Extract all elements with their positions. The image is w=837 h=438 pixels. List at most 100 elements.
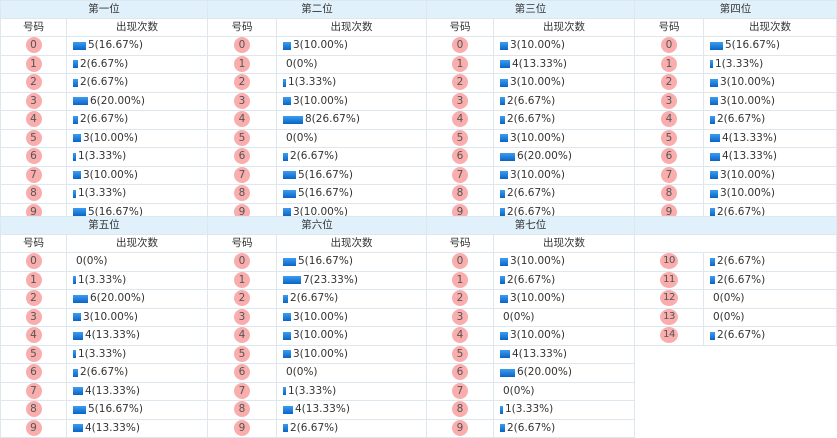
count-label: 2(6.67%): [80, 76, 129, 88]
count-label: 3(10.00%): [720, 76, 775, 88]
frequency-bar: [710, 97, 718, 105]
count-label: 2(6.67%): [717, 205, 766, 218]
number-ball: 3: [234, 92, 250, 109]
number-ball: 3: [452, 92, 468, 109]
number-ball: 2: [25, 290, 42, 307]
count-label: 0(0%): [503, 384, 535, 397]
count-label: 1(3.33%): [505, 403, 554, 415]
table-row: 8 2(6.67%): [426, 184, 635, 204]
number-ball: 9: [452, 419, 468, 436]
table-row: 8 5(16.67%): [0, 400, 208, 420]
frequency-bar: [710, 189, 718, 198]
table-row: 6 0(0%): [207, 363, 427, 383]
count-label: 1(3.33%): [78, 150, 127, 162]
table-row: 1 1(3.33%): [0, 270, 208, 290]
table-row: 6 1(3.33%): [0, 147, 208, 167]
table-row: 4 3(10.00%): [426, 326, 635, 346]
number-ball: 7: [234, 382, 250, 399]
count-label: 3(10.00%): [293, 205, 348, 218]
count-label: 0(0%): [286, 366, 318, 378]
frequency-bar: [500, 189, 505, 198]
number-column-header: 号码: [634, 18, 704, 37]
table-row: 3 2(6.67%): [426, 91, 635, 111]
frequency-bar: [710, 41, 723, 50]
number-ball: 2: [452, 74, 468, 91]
number-ball: 0: [234, 37, 250, 54]
frequency-bar: [73, 115, 78, 124]
frequency-bar: [500, 60, 510, 68]
count-column-header: 出现次数: [493, 18, 635, 37]
count-label: 3(10.00%): [510, 255, 565, 267]
number-ball: 2: [25, 74, 42, 91]
number-ball: 4: [234, 111, 250, 128]
table-row: 5 3(10.00%): [0, 128, 208, 148]
number-ball: 9: [25, 203, 42, 220]
number-ball: 1: [452, 271, 468, 288]
number-ball: 1: [234, 271, 250, 288]
number-ball: 6: [25, 148, 42, 165]
count-label: 3(10.00%): [293, 310, 348, 323]
table-row: 5 3(10.00%): [207, 344, 427, 364]
table-row: 7 3(10.00%): [426, 165, 635, 185]
frequency-bar: [283, 424, 288, 432]
frequency-bar: [283, 78, 286, 87]
count-label: 6(20.00%): [517, 150, 572, 162]
number-ball: 7: [452, 382, 468, 399]
number-ball: 5: [234, 129, 250, 146]
frequency-bar: [283, 350, 291, 358]
number-ball: 9: [661, 203, 677, 220]
number-ball: 3: [661, 92, 677, 109]
table-row: 2 2(6.67%): [0, 73, 208, 93]
frequency-bar: [283, 405, 293, 414]
count-label: 3(10.00%): [510, 292, 565, 304]
frequency-bar: [283, 331, 291, 340]
table-row: 7 5(16.67%): [207, 165, 427, 185]
table-row: 3 3(10.00%): [634, 91, 837, 111]
count-label: 0(0%): [76, 255, 108, 267]
position-table-8: 10 2(6.67%) 11 2(6.67%) 12 0(0%) 13 0(0%) 14 2(6.…: [634, 216, 837, 346]
count-column-header: 出现次数: [66, 234, 208, 253]
count-label: 2(6.67%): [507, 94, 556, 107]
number-ball: 2: [661, 74, 677, 91]
frequency-bar: [73, 97, 88, 105]
table-row: 5 4(13.33%): [426, 344, 635, 364]
number-ball: 12: [660, 290, 678, 307]
frequency-bar: [710, 152, 720, 161]
count-label: 4(13.33%): [85, 384, 140, 397]
count-label: 4(13.33%): [722, 150, 777, 162]
frequency-bar: [283, 171, 296, 179]
count-column-header: 出现次数: [493, 234, 635, 253]
frequency-bar: [73, 350, 76, 358]
count-label: 3(10.00%): [293, 94, 348, 107]
number-column-header: 号码: [0, 18, 67, 37]
position-title: [634, 216, 837, 235]
count-label: 4(13.33%): [295, 403, 350, 415]
number-ball: 11: [660, 271, 678, 288]
number-ball: 0: [452, 253, 468, 270]
frequency-bar: [500, 331, 508, 340]
number-ball: 3: [25, 308, 42, 325]
count-label: 3(10.00%): [293, 329, 348, 341]
frequency-bar: [710, 331, 715, 340]
table-row: 5 3(10.00%): [426, 128, 635, 148]
number-ball: 9: [25, 419, 42, 436]
number-ball: 8: [661, 185, 677, 202]
frequency-bar: [73, 189, 76, 198]
number-ball: 7: [661, 166, 677, 183]
frequency-bar: [283, 294, 288, 303]
table-row: 13 0(0%): [634, 307, 837, 327]
frequency-bar: [500, 405, 503, 414]
count-label: 4(13.33%): [512, 347, 567, 360]
count-label: 3(10.00%): [293, 347, 348, 360]
count-label: 5(16.67%): [298, 255, 353, 267]
count-label: 0(0%): [286, 57, 318, 70]
count-label: 3(10.00%): [720, 94, 775, 107]
table-row: 4 2(6.67%): [0, 110, 208, 130]
table-row: 9 4(13.33%): [0, 418, 208, 438]
table-row: 7 4(13.33%): [0, 381, 208, 401]
frequency-bar: [500, 171, 508, 179]
table-row: 2 2(6.67%): [207, 289, 427, 309]
frequency-bar: [710, 115, 715, 124]
table-row: 10 2(6.67%): [634, 252, 837, 272]
count-label: 2(6.67%): [717, 273, 766, 286]
